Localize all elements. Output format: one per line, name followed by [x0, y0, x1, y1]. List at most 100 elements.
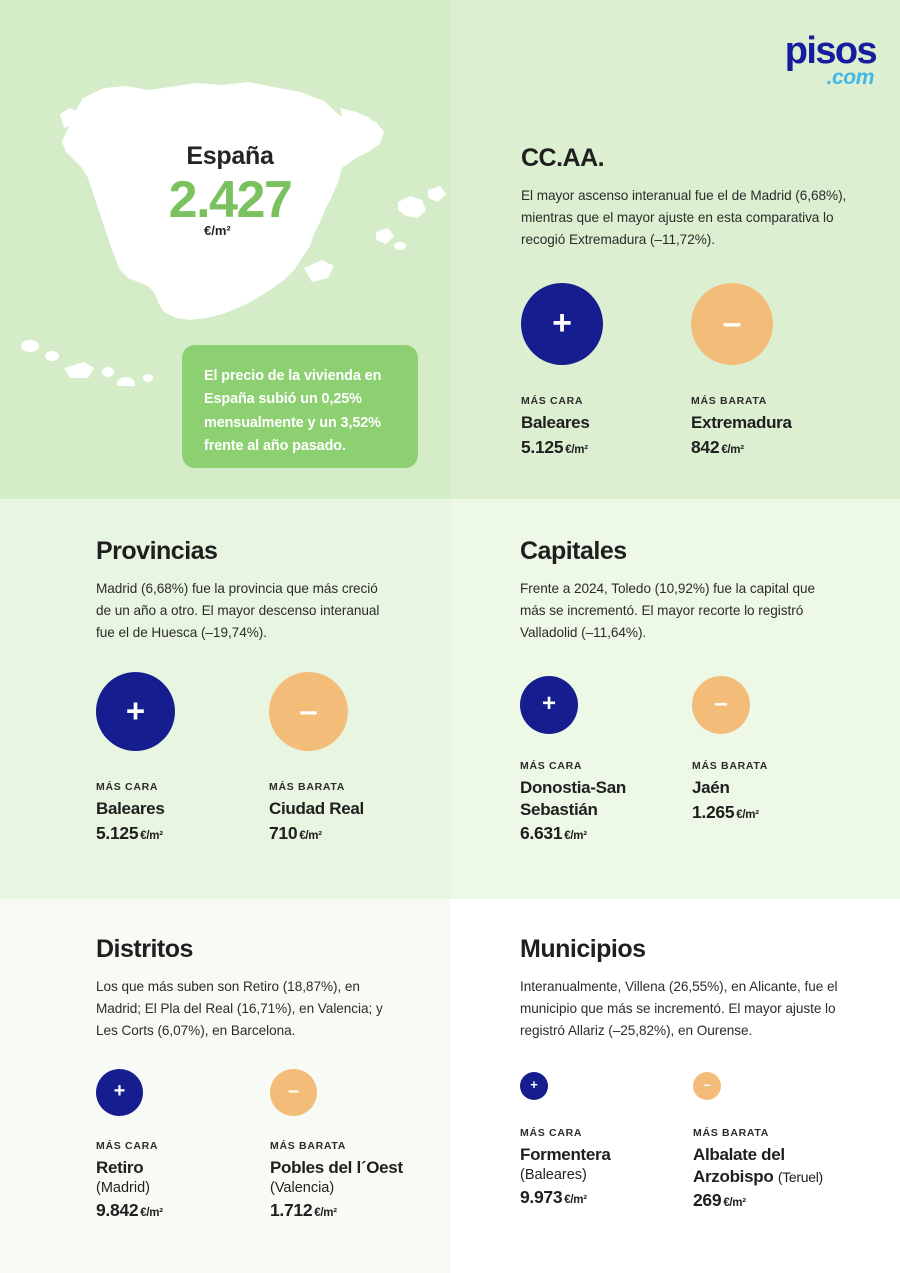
stat-sub-most-expensive: (Baleares)	[520, 1166, 587, 1183]
section-description-ccaa: El mayor ascenso interanual fue el de Ma…	[521, 187, 847, 247]
stat-name-text: Albalate del Arzobispo	[693, 1144, 785, 1186]
minus-icon: –	[269, 671, 348, 751]
plus-icon: +	[96, 1068, 143, 1116]
price-value: 5.125	[521, 436, 564, 457]
section-title-distritos: Distritos	[96, 935, 193, 963]
section-ccaa: CC.AA. El mayor ascenso interanual fue e…	[521, 144, 881, 458]
logo-wordmark: pisos	[784, 30, 878, 72]
section-capitales: Capitales Frente a 2024, Toledo (10,92%)…	[520, 537, 870, 845]
section-title-capitales: Capitales	[520, 537, 627, 565]
stat-label-cheapest: MÁS BARATA	[270, 1139, 347, 1152]
stat-label-most-expensive: MÁS CARA	[521, 394, 584, 407]
stat-price-cheapest: 1.712 €/m²	[270, 1199, 444, 1222]
stat-price-cheapest: 269 €/m²	[693, 1189, 866, 1212]
stat-sub-cheapest: (Valencia)	[270, 1179, 335, 1196]
stat-cheapest-distritos: – MÁS BARATA Pobles del l´Oest (Valencia…	[270, 1068, 444, 1222]
price-unit: €/m²	[314, 1207, 337, 1220]
ccaa-panel: pisos .com CC.AA. El mayor ascenso inter…	[451, 0, 900, 499]
section-title-ccaa: CC.AA.	[521, 144, 605, 172]
price-value: 5.125	[96, 822, 139, 843]
minus-icon: –	[691, 282, 773, 365]
section-title-provincias: Provincias	[96, 537, 218, 565]
section-distritos: Distritos Los que más suben son Retiro (…	[96, 935, 446, 1222]
stat-name-most-expensive: Formentera	[520, 1144, 611, 1164]
stat-name-cheapest: Albalate del Arzobispo (Teruel)	[693, 1144, 866, 1188]
stat-name-most-expensive: Retiro	[96, 1157, 144, 1177]
stats-row-municipios: + MÁS CARA Formentera (Baleares) 9.973 €/…	[520, 1071, 880, 1212]
stat-cheapest-provincias: – MÁS BARATA Ciudad Real 710 €/m²	[269, 671, 442, 845]
stat-cheapest-municipios: – MÁS BARATA Albalate del Arzobispo (Ter…	[693, 1071, 866, 1212]
section-title-municipios: Municipios	[520, 935, 646, 963]
price-unit: €/m²	[140, 829, 163, 842]
stat-label-most-expensive: MÁS CARA	[96, 1139, 159, 1152]
stat-most-expensive-municipios: + MÁS CARA Formentera (Baleares) 9.973 €/…	[520, 1071, 693, 1212]
price-value: 710	[269, 822, 298, 843]
provincias-panel: Provincias Madrid (6,68%) fue la provinc…	[0, 499, 451, 899]
stats-row-provincias: + MÁS CARA Baleares 5.125 €/m² –	[96, 671, 446, 845]
minus-icon: –	[693, 1071, 721, 1100]
price-value: 842	[691, 436, 720, 457]
stat-price-cheapest: 842 €/m²	[691, 436, 861, 459]
section-description-distritos: Los que más suben son Retiro (18,87%), e…	[96, 978, 383, 1038]
plus-icon: +	[520, 675, 578, 734]
distritos-panel: Distritos Los que más suben son Retiro (…	[0, 899, 451, 1273]
price-unit: €/m²	[565, 443, 588, 456]
section-description-provincias: Madrid (6,68%) fue la provincia que más …	[96, 580, 380, 640]
spain-map-panel: España 2.427 €/m² El precio de la vivien…	[0, 0, 451, 499]
stat-most-expensive-distritos: + MÁS CARA Retiro (Madrid) 9.842 €/m²	[96, 1068, 270, 1222]
plus-icon: +	[521, 282, 603, 365]
plus-glyph: +	[552, 303, 572, 342]
stat-price-most-expensive: 6.631 €/m²	[520, 822, 692, 845]
stats-row-capitales: + MÁS CARA Donostia-San Sebastián 6.631 €…	[520, 675, 870, 845]
stats-row-distritos: + MÁS CARA Retiro (Madrid) 9.842 €/m² –	[96, 1068, 446, 1222]
stat-name-cheapest: Extremadura	[691, 412, 792, 432]
plus-icon: +	[520, 1071, 548, 1100]
minus-icon: –	[270, 1068, 317, 1116]
stat-label-most-expensive: MÁS CARA	[520, 1126, 583, 1139]
section-description-municipios: Interanualmente, Villena (26,55%), en Al…	[520, 978, 838, 1038]
section-description-capitales: Frente a 2024, Toledo (10,92%) fue la ca…	[520, 580, 816, 640]
stat-price-most-expensive: 5.125 €/m²	[521, 436, 691, 459]
price-value: 9.842	[96, 1200, 139, 1221]
price-unit: €/m²	[723, 1197, 746, 1210]
stat-label-cheapest: MÁS BARATA	[269, 780, 346, 793]
plus-glyph: +	[541, 689, 556, 717]
stat-most-expensive-capitales: + MÁS CARA Donostia-San Sebastián 6.631 €…	[520, 675, 692, 845]
stat-sub-most-expensive: (Madrid)	[96, 1179, 150, 1196]
minus-icon: –	[692, 675, 750, 734]
price-value: 9.973	[520, 1187, 563, 1208]
logo-tld: .com	[826, 66, 875, 89]
stat-label-cheapest: MÁS BARATA	[693, 1126, 770, 1139]
municipios-panel: Municipios Interanualmente, Villena (26,…	[451, 899, 900, 1273]
stat-price-most-expensive: 5.125 €/m²	[96, 822, 269, 845]
national-summary-callout: El precio de la vivienda en España subió…	[182, 345, 418, 468]
stat-cheapest-capitales: – MÁS BARATA Jaén 1.265 €/m²	[692, 675, 864, 845]
minus-glyph: –	[703, 1077, 711, 1093]
stat-name-cheapest: Ciudad Real	[269, 798, 364, 818]
stat-name-most-expensive: Donostia-San Sebastián	[520, 777, 626, 819]
stat-price-cheapest: 1.265 €/m²	[692, 801, 864, 824]
stat-name-cheapest: Pobles del l´Oest	[270, 1157, 403, 1177]
stat-price-most-expensive: 9.973 €/m²	[520, 1186, 693, 1209]
plus-glyph: +	[113, 1080, 126, 1103]
minus-glyph: –	[299, 691, 318, 729]
stat-price-most-expensive: 9.842 €/m²	[96, 1199, 270, 1222]
price-value: 6.631	[520, 823, 563, 844]
pisos-logo[interactable]: pisos .com	[752, 30, 878, 90]
section-municipios: Municipios Interanualmente, Villena (26,…	[520, 935, 880, 1212]
price-value: 1.712	[270, 1200, 313, 1221]
callout-text: El precio de la vivienda en España subió…	[204, 368, 382, 454]
stats-row-ccaa: + MÁS CARA Baleares 5.125 €/m² –	[521, 282, 881, 459]
price-unit: €/m²	[140, 1207, 163, 1220]
stat-name-most-expensive: Baleares	[96, 798, 165, 818]
spain-map	[8, 56, 448, 386]
stat-label-cheapest: MÁS BARATA	[692, 759, 769, 772]
stat-price-cheapest: 710 €/m²	[269, 822, 442, 845]
minus-glyph: –	[287, 1080, 300, 1103]
stat-label-cheapest: MÁS BARATA	[691, 394, 768, 407]
price-unit: €/m²	[564, 1194, 587, 1207]
plus-icon: +	[96, 671, 175, 751]
minus-glyph: –	[714, 689, 728, 717]
price-unit: €/m²	[736, 808, 759, 821]
